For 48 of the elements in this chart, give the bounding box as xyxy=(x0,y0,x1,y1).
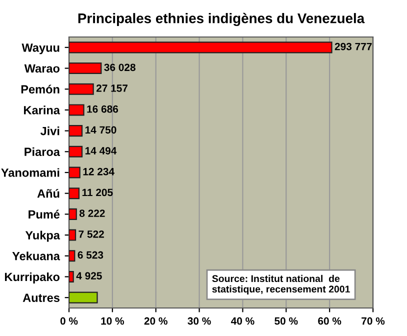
bar xyxy=(69,208,77,220)
annotation: 293 777 xyxy=(334,42,372,50)
annotation: 14 750 xyxy=(85,126,116,134)
bar xyxy=(69,188,80,200)
annotation: 8 222 xyxy=(79,210,105,217)
bar xyxy=(69,229,76,241)
annotation: Source: Institut national de statistique, recensement 2001 xyxy=(212,274,350,294)
x-tick-label: 50 % xyxy=(274,317,298,325)
bar xyxy=(69,104,84,116)
y-tick-label: Yanomami xyxy=(1,168,60,177)
y-tick-label: Jivi xyxy=(40,126,60,136)
bar xyxy=(69,62,102,74)
y-tick-label: Kurripako xyxy=(5,272,60,284)
y-tick-label: Karina xyxy=(24,106,60,114)
annotation: 12 234 xyxy=(83,168,114,176)
annotation: 36 028 xyxy=(104,64,136,72)
bar xyxy=(69,292,98,304)
y-tick-label: Yekuana xyxy=(12,252,60,260)
annotation: 14 494 xyxy=(85,147,117,154)
bar xyxy=(69,166,80,178)
y-tick-label: Pumé xyxy=(28,210,60,219)
bar xyxy=(69,125,83,137)
bar xyxy=(69,42,332,54)
x-tick-label: 60 % xyxy=(318,317,342,325)
x-tick-label: 0 % xyxy=(60,317,78,325)
y-tick-label: Yukpa xyxy=(25,230,60,242)
y-tick-label: Pemón xyxy=(21,84,60,94)
annotation: 27 157 xyxy=(96,84,128,92)
x-tick-label: 20 % xyxy=(144,317,168,325)
annotation: 11 205 xyxy=(82,188,113,196)
y-tick-label: Añú xyxy=(37,188,60,198)
bar xyxy=(69,270,74,282)
bar xyxy=(69,146,83,158)
y-tick-label: Piaroa xyxy=(24,147,60,156)
x-tick-label: 40 % xyxy=(231,317,254,325)
y-tick-label: Autres xyxy=(22,294,60,302)
y-tick-label: Wayuu xyxy=(22,44,60,54)
x-tick-label: 70 % xyxy=(362,317,385,325)
annotation: 6 523 xyxy=(78,251,104,259)
y-tick-label: Warao xyxy=(24,64,60,73)
x-tick-label: 30 % xyxy=(188,317,211,325)
annotation: 16 686 xyxy=(87,105,118,113)
x-tick-label: 10 % xyxy=(101,317,124,325)
bar xyxy=(69,83,94,95)
bar xyxy=(69,250,76,262)
chart-title: Principales ethnies indigènes du Venezuela xyxy=(78,12,365,26)
annotation: 7 522 xyxy=(78,230,104,238)
annotation: 4 925 xyxy=(76,272,102,280)
